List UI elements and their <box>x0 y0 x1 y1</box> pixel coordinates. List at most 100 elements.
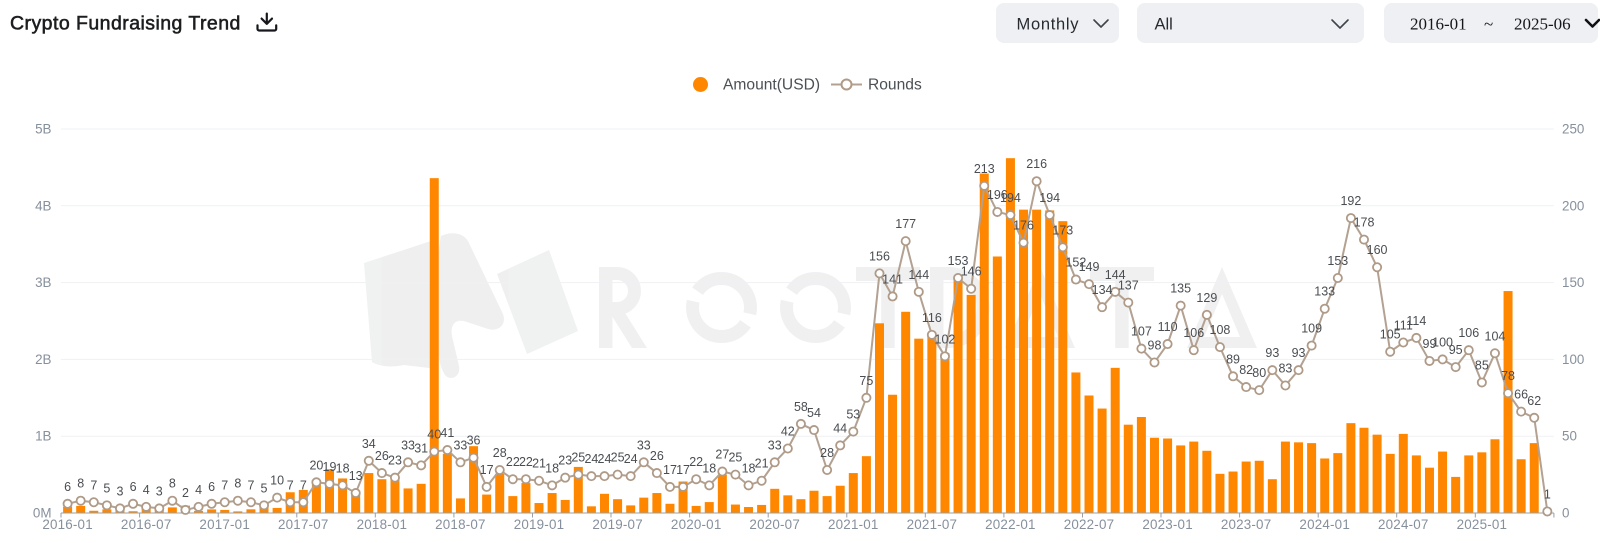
svg-text:2025-01: 2025-01 <box>1457 517 1508 532</box>
svg-text:111: 111 <box>1394 319 1413 333</box>
svg-text:10: 10 <box>270 474 284 488</box>
svg-text:107: 107 <box>1131 325 1152 339</box>
svg-text:27: 27 <box>715 448 729 462</box>
svg-text:2022-07: 2022-07 <box>1064 517 1115 532</box>
svg-text:144: 144 <box>1105 268 1126 282</box>
svg-text:0M: 0M <box>33 506 52 521</box>
svg-text:1B: 1B <box>35 429 51 444</box>
svg-text:25: 25 <box>571 451 585 465</box>
svg-text:17: 17 <box>676 463 690 477</box>
svg-text:6: 6 <box>64 480 71 494</box>
svg-text:Rounds: Rounds <box>868 77 922 94</box>
svg-text:5: 5 <box>103 481 110 495</box>
svg-text:194: 194 <box>1000 191 1021 205</box>
svg-text:2016-07: 2016-07 <box>121 517 172 532</box>
svg-text:150: 150 <box>1562 275 1584 290</box>
svg-text:22: 22 <box>519 455 533 469</box>
svg-text:2019-01: 2019-01 <box>514 517 565 532</box>
svg-text:116: 116 <box>922 311 942 325</box>
svg-text:2024-01: 2024-01 <box>1299 517 1350 532</box>
svg-text:21: 21 <box>532 457 546 471</box>
svg-text:104: 104 <box>1485 329 1506 343</box>
svg-text:106: 106 <box>1183 326 1204 340</box>
svg-text:102: 102 <box>935 332 956 346</box>
svg-text:7: 7 <box>247 478 254 492</box>
svg-text:6: 6 <box>130 480 137 494</box>
svg-text:2022-01: 2022-01 <box>985 517 1036 532</box>
svg-text:153: 153 <box>1327 254 1348 268</box>
svg-text:2025-06: 2025-06 <box>1514 15 1571 34</box>
svg-text:1: 1 <box>1544 487 1551 501</box>
svg-text:4: 4 <box>195 483 202 497</box>
svg-text:Amount(USD): Amount(USD) <box>723 77 820 94</box>
svg-text:24: 24 <box>624 452 638 466</box>
svg-text:2024-07: 2024-07 <box>1378 517 1429 532</box>
svg-text:Monthly: Monthly <box>1017 16 1080 34</box>
svg-text:18: 18 <box>336 461 350 475</box>
svg-text:4: 4 <box>143 483 150 497</box>
svg-text:250: 250 <box>1562 122 1584 137</box>
svg-text:149: 149 <box>1079 260 1100 274</box>
svg-text:All: All <box>1155 16 1173 34</box>
svg-text:26: 26 <box>650 449 664 463</box>
svg-text:23: 23 <box>388 454 402 468</box>
svg-text:17: 17 <box>663 463 677 477</box>
svg-text:66: 66 <box>1514 388 1528 402</box>
svg-text:2023-01: 2023-01 <box>1142 517 1193 532</box>
svg-text:133: 133 <box>1314 285 1335 299</box>
svg-text:82: 82 <box>1239 363 1253 377</box>
svg-text:33: 33 <box>453 438 467 452</box>
svg-text:2016-01: 2016-01 <box>42 517 93 532</box>
svg-text:22: 22 <box>506 455 520 469</box>
svg-text:8: 8 <box>77 477 84 491</box>
svg-text:50: 50 <box>1562 429 1577 444</box>
svg-text:100: 100 <box>1562 352 1584 367</box>
svg-text:78: 78 <box>1501 369 1515 383</box>
svg-text:17: 17 <box>480 463 494 477</box>
svg-text:200: 200 <box>1562 198 1584 213</box>
svg-text:2017-01: 2017-01 <box>199 517 250 532</box>
svg-text:36: 36 <box>467 434 481 448</box>
svg-text:146: 146 <box>961 265 982 279</box>
svg-text:134: 134 <box>1092 283 1113 297</box>
svg-text:20: 20 <box>309 458 323 472</box>
svg-text:53: 53 <box>846 408 860 422</box>
svg-text:2020-07: 2020-07 <box>749 517 800 532</box>
svg-text:2023-07: 2023-07 <box>1221 517 1272 532</box>
svg-text:93: 93 <box>1292 346 1306 360</box>
svg-text:216: 216 <box>1026 157 1047 171</box>
svg-text:213: 213 <box>974 162 995 176</box>
svg-text:83: 83 <box>1278 362 1292 376</box>
svg-text:2019-07: 2019-07 <box>592 517 643 532</box>
svg-text:18: 18 <box>545 461 559 475</box>
svg-text:93: 93 <box>1265 346 1279 360</box>
svg-text:176: 176 <box>1013 219 1034 233</box>
svg-text:22: 22 <box>689 455 703 469</box>
svg-text:2021-01: 2021-01 <box>828 517 879 532</box>
svg-text:25: 25 <box>611 451 625 465</box>
svg-text:75: 75 <box>859 374 873 388</box>
svg-text:24: 24 <box>584 452 598 466</box>
svg-text:156: 156 <box>869 249 890 263</box>
svg-text:98: 98 <box>1148 338 1162 352</box>
svg-text:31: 31 <box>414 441 428 455</box>
svg-text:110: 110 <box>1158 320 1178 334</box>
svg-text:28: 28 <box>820 446 834 460</box>
svg-text:106: 106 <box>1458 326 1479 340</box>
svg-text:108: 108 <box>1210 323 1231 337</box>
svg-text:141: 141 <box>882 272 903 286</box>
svg-text:100: 100 <box>1432 335 1453 349</box>
svg-text:4B: 4B <box>35 198 51 213</box>
svg-text:109: 109 <box>1301 322 1322 336</box>
svg-text:26: 26 <box>375 449 389 463</box>
svg-text:5B: 5B <box>35 122 51 137</box>
svg-text:~: ~ <box>1484 15 1493 34</box>
svg-text:196: 196 <box>987 188 1008 202</box>
svg-text:2018-01: 2018-01 <box>357 517 408 532</box>
svg-text:34: 34 <box>362 437 376 451</box>
svg-text:3B: 3B <box>35 275 51 290</box>
svg-text:2020-01: 2020-01 <box>671 517 722 532</box>
svg-text:153: 153 <box>948 254 969 268</box>
svg-text:2021-07: 2021-07 <box>907 517 958 532</box>
svg-text:194: 194 <box>1039 191 1060 205</box>
